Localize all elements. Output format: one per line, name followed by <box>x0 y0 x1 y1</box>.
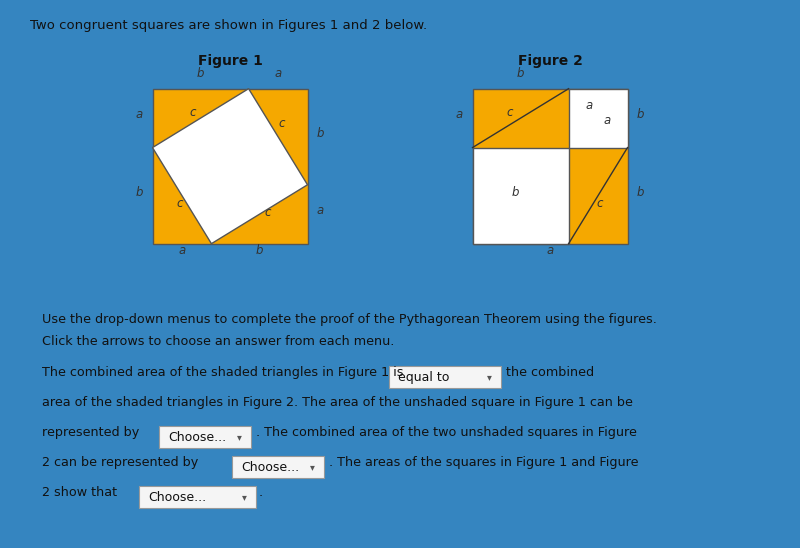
Text: . The combined area of the two unshaded squares in Figure: . The combined area of the two unshaded … <box>256 426 637 439</box>
Text: ▾: ▾ <box>487 373 492 383</box>
Text: b: b <box>637 108 644 121</box>
Text: c: c <box>190 106 196 119</box>
Text: 2 show that: 2 show that <box>42 487 117 499</box>
Text: b: b <box>256 244 263 256</box>
Text: Figure 1: Figure 1 <box>198 54 262 68</box>
Text: c: c <box>264 206 270 219</box>
Text: . The areas of the squares in Figure 1 and Figure: . The areas of the squares in Figure 1 a… <box>329 456 638 470</box>
FancyBboxPatch shape <box>232 456 324 478</box>
Polygon shape <box>473 89 627 244</box>
Text: a: a <box>586 99 593 112</box>
Text: b: b <box>512 186 519 198</box>
FancyBboxPatch shape <box>159 426 251 448</box>
Polygon shape <box>153 89 307 244</box>
Text: a: a <box>136 108 143 121</box>
Text: Use the drop-down menus to complete the proof of the Pythagorean Theorem using t: Use the drop-down menus to complete the … <box>42 313 657 327</box>
Text: Choose...: Choose... <box>168 431 226 444</box>
Text: a: a <box>178 244 186 256</box>
FancyBboxPatch shape <box>139 487 256 509</box>
Polygon shape <box>153 89 307 244</box>
Text: ▾: ▾ <box>310 463 315 472</box>
Text: a: a <box>603 114 610 127</box>
Text: c: c <box>506 106 513 119</box>
Text: .: . <box>259 487 263 499</box>
Text: b: b <box>517 67 524 79</box>
Text: b: b <box>197 67 204 79</box>
Text: ▾: ▾ <box>237 432 242 442</box>
Text: Two congruent squares are shown in Figures 1 and 2 below.: Two congruent squares are shown in Figur… <box>30 19 427 32</box>
Text: 2 can be represented by: 2 can be represented by <box>42 456 198 470</box>
Text: a: a <box>274 67 282 79</box>
Text: c: c <box>597 197 603 210</box>
Text: area of the shaded triangles in Figure 2. The area of the unshaded square in Fig: area of the shaded triangles in Figure 2… <box>42 396 633 409</box>
Text: Click the arrows to choose an answer from each menu.: Click the arrows to choose an answer fro… <box>42 335 394 349</box>
FancyBboxPatch shape <box>389 367 501 389</box>
Text: a: a <box>317 204 324 217</box>
Text: b: b <box>136 186 143 198</box>
Text: a: a <box>546 244 554 256</box>
Text: Figure 2: Figure 2 <box>518 54 582 68</box>
Text: ▾: ▾ <box>242 493 247 503</box>
Polygon shape <box>569 89 627 147</box>
Text: b: b <box>317 127 324 140</box>
Text: the combined: the combined <box>506 367 594 379</box>
Text: Choose...: Choose... <box>148 491 206 504</box>
Text: equal to: equal to <box>398 371 450 384</box>
Text: b: b <box>637 186 644 198</box>
Text: a: a <box>456 108 463 121</box>
Text: represented by: represented by <box>42 426 139 439</box>
Polygon shape <box>473 147 569 244</box>
Text: Choose...: Choose... <box>241 461 299 474</box>
Text: c: c <box>177 197 183 210</box>
Text: c: c <box>278 117 285 130</box>
Text: The combined area of the shaded triangles in Figure 1 is: The combined area of the shaded triangle… <box>42 367 403 379</box>
